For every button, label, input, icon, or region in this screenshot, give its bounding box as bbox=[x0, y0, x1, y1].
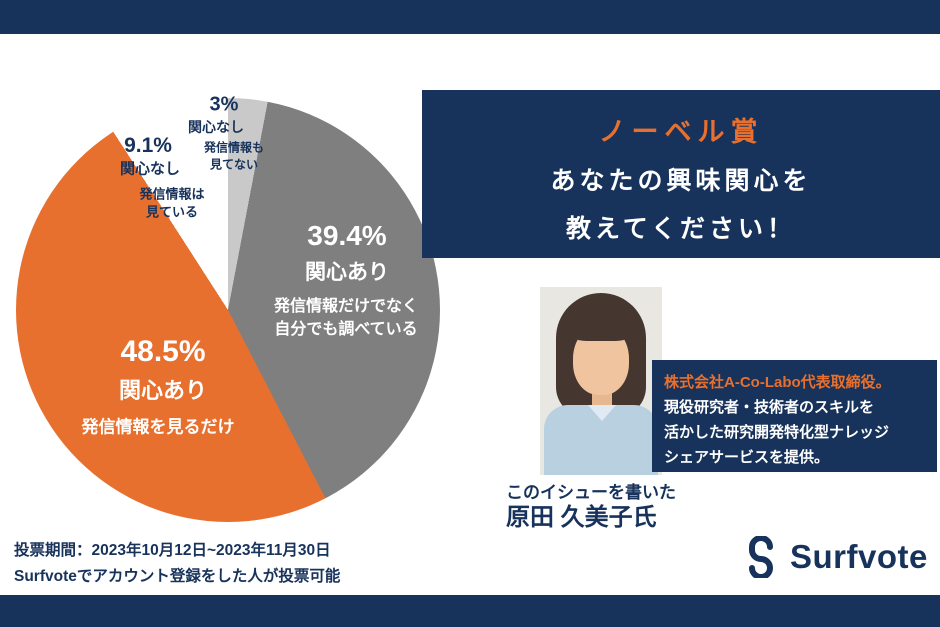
surfvote-logo-text: Surfvote bbox=[790, 538, 928, 575]
top-navy-bar bbox=[0, 0, 940, 34]
author-photo bbox=[540, 287, 662, 475]
pie-label-pct-white: 9.1% bbox=[124, 134, 172, 157]
author-fringe bbox=[568, 315, 634, 341]
pie-sublabel-gray-1: 発信情報だけでなく bbox=[273, 298, 419, 315]
vote-note: Surfvoteでアカウント登録をした人が投票可能 bbox=[14, 568, 341, 585]
pie-label-pct-gray: 39.4% bbox=[307, 220, 387, 251]
pie-sublabel-white-2: 見ている bbox=[145, 204, 199, 220]
pie-sublabel-gray-2: 自分でも調べている bbox=[274, 321, 418, 338]
surfvote-logo: Surfvote bbox=[740, 536, 928, 578]
bottom-navy-bar bbox=[0, 595, 940, 627]
pie-label-pct-orange: 48.5% bbox=[120, 335, 206, 368]
pie-label-lightgray: 関心なし bbox=[188, 119, 244, 135]
author-role: 株式会社A-Co-Labo代表取締役。 bbox=[664, 374, 891, 391]
author-name: 原田 久美子氏 bbox=[506, 504, 657, 531]
issue-title-line-2: 教えてください！ bbox=[565, 215, 796, 243]
author-profile-line-3: シェアサービスを提供。 bbox=[664, 449, 830, 466]
author-caption: このイシューを書いた bbox=[506, 483, 676, 502]
pie-sublabel-lightgray-1: 発信情報も bbox=[203, 140, 265, 155]
vote-period: 投票期間：2023年10月12日~2023年11月30日 bbox=[14, 542, 331, 559]
pie-chart bbox=[16, 98, 440, 522]
pie-label-orange: 関心あり bbox=[118, 378, 208, 403]
issue-title-line-1: あなたの興味関心を bbox=[550, 167, 812, 195]
issue-headline: ノーベル賞 bbox=[598, 117, 764, 147]
author-profile-box: 株式会社A-Co-Labo代表取締役。 現役研究者・技術者のスキルを 活かした研… bbox=[652, 360, 937, 472]
pie-sublabel-orange: 発信情報を見るだけ bbox=[81, 417, 235, 437]
author-profile-line-2: 活かした研究開発特化型ナレッジ bbox=[664, 424, 890, 441]
author-profile-line-1: 現役研究者・技術者のスキルを bbox=[664, 399, 875, 416]
surfvote-logo-icon bbox=[740, 536, 782, 578]
pie-label-pct-lightgray: 3% bbox=[209, 93, 239, 116]
pie-sublabel-lightgray-2: 見てない bbox=[209, 157, 259, 172]
pie-sublabel-white-1: 発信情報は bbox=[139, 186, 205, 202]
pie-label-white: 関心なし bbox=[119, 160, 181, 178]
pie-label-gray: 関心あり bbox=[305, 261, 389, 284]
issue-title-box: ノーベル賞 あなたの興味関心を 教えてください！ bbox=[422, 90, 940, 258]
